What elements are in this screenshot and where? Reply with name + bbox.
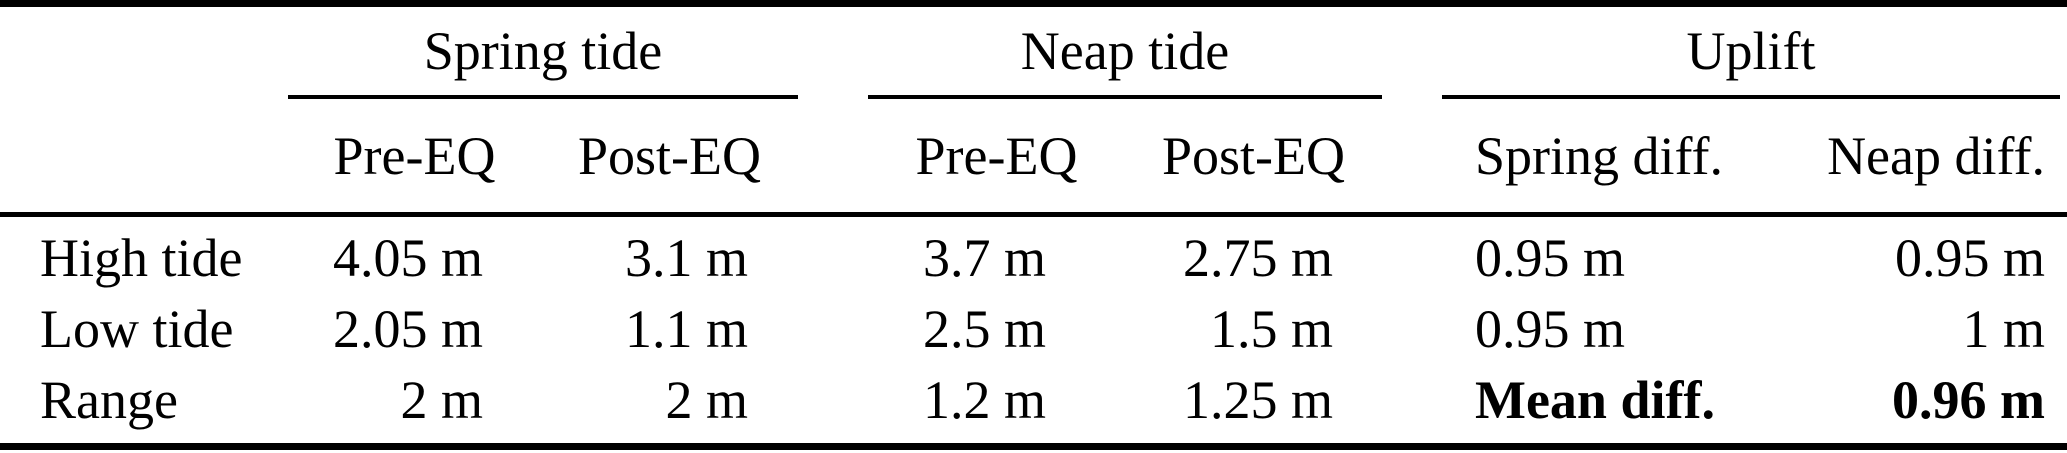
row-spacer <box>1382 293 1442 364</box>
group-label-neap-tide: Neap tide <box>1020 21 1230 81</box>
cell-high-tide-spring-pre-eq: 4.05 m <box>332 227 483 288</box>
group-header-row: Spring tide Neap tide Uplift <box>0 7 2067 99</box>
group-spacer-2 <box>1382 7 1442 99</box>
cell-low-tide-uplift-neap-diff: 1 m <box>1962 298 2045 359</box>
subheader-spacer-2 <box>1382 99 1442 212</box>
cell-high-tide-neap-pre-eq: 3.7 m <box>922 227 1046 288</box>
group-header-neap-tide: Neap tide <box>868 7 1382 99</box>
subheader-neap-post-eq: Post-EQ <box>1161 125 1345 186</box>
cell-range-uplift-mean-diff-label: Mean diff. <box>1475 369 1715 430</box>
group-header-spring-tide: Spring tide <box>288 7 798 99</box>
subcolumn-header-row: Pre-EQ Post-EQ Pre-EQ Post-EQ Spring dif… <box>0 99 2067 217</box>
subheader-uplift-neap-diff: Neap diff. <box>1827 125 2045 186</box>
cell-high-tide-spring-post-eq: 3.1 m <box>624 227 748 288</box>
cell-low-tide-spring-post-eq: 1.1 m <box>624 298 748 359</box>
subheader-neap-pre-eq: Pre-EQ <box>915 125 1078 186</box>
table-row-range: Range 2 m 2 m 1.2 m 1.25 m Mean diff. 0.… <box>0 364 2067 435</box>
cell-high-tide-neap-post-eq: 2.75 m <box>1182 227 1333 288</box>
subheader-blank <box>8 99 288 212</box>
subheader-spacer-1 <box>798 99 868 212</box>
row-label-low-tide: Low tide <box>40 298 234 359</box>
row-spacer <box>798 222 868 293</box>
cell-low-tide-spring-pre-eq: 2.05 m <box>332 298 483 359</box>
cell-range-uplift-mean-diff-value: 0.96 m <box>1892 369 2045 430</box>
subheader-spring-post-eq: Post-EQ <box>577 125 761 186</box>
subheader-uplift-spring-diff: Spring diff. <box>1475 125 1724 186</box>
row-spacer <box>1382 364 1442 435</box>
group-spacer-1 <box>798 7 868 99</box>
cell-range-spring-pre-eq: 2 m <box>400 369 483 430</box>
cell-low-tide-neap-pre-eq: 2.5 m <box>922 298 1046 359</box>
group-label-spring-tide: Spring tide <box>423 21 663 81</box>
cell-range-spring-post-eq: 2 m <box>665 369 748 430</box>
subheader-spring-pre-eq: Pre-EQ <box>333 125 496 186</box>
corner-cell <box>8 7 288 99</box>
cell-range-neap-post-eq: 1.25 m <box>1182 369 1333 430</box>
cell-low-tide-neap-post-eq: 1.5 m <box>1209 298 1333 359</box>
group-header-uplift: Uplift <box>1442 7 2060 99</box>
row-spacer <box>1382 222 1442 293</box>
table-row-low-tide: Low tide 2.05 m 1.1 m 2.5 m 1.5 m 0.95 m… <box>0 293 2067 364</box>
cell-high-tide-uplift-spring-diff: 0.95 m <box>1475 227 1626 288</box>
row-label-range: Range <box>40 369 178 430</box>
row-spacer <box>798 364 868 435</box>
group-label-uplift: Uplift <box>1686 21 1816 81</box>
table-row-high-tide: High tide 4.05 m 3.1 m 3.7 m 2.75 m 0.95… <box>0 222 2067 293</box>
cell-low-tide-uplift-spring-diff: 0.95 m <box>1475 298 1626 359</box>
row-label-high-tide: High tide <box>40 227 243 288</box>
cell-range-neap-pre-eq: 1.2 m <box>922 369 1046 430</box>
cell-high-tide-uplift-neap-diff: 0.95 m <box>1894 227 2045 288</box>
row-spacer <box>798 293 868 364</box>
